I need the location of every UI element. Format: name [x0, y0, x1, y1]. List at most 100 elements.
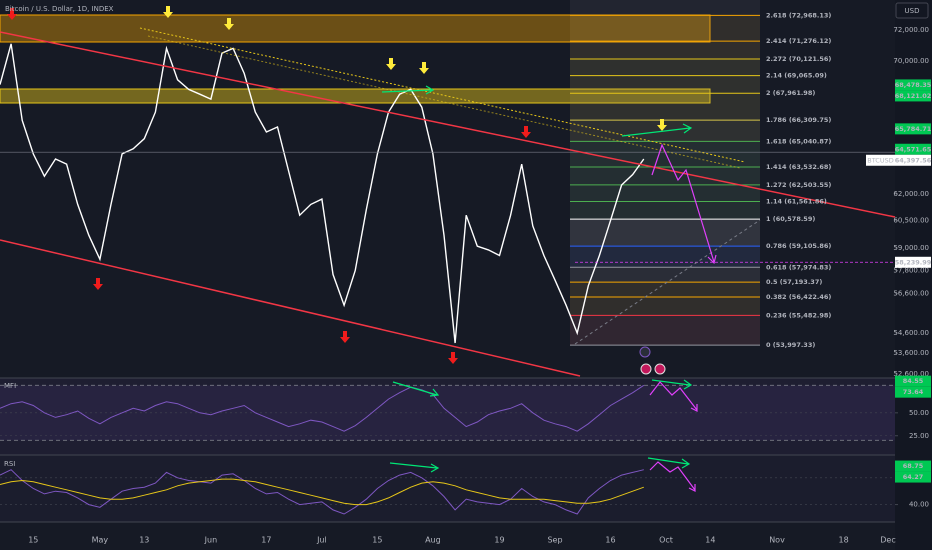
- x-tick-label: May: [92, 536, 109, 545]
- price-tag-label: 64.27: [903, 473, 924, 481]
- fib-label: 0.5 (57,193.37): [766, 278, 822, 286]
- fib-label: 1.14 (61,561.86): [766, 198, 827, 206]
- fib-label: 2 (67,961.98): [766, 89, 815, 97]
- price-tag-label: 68,121.02: [895, 92, 932, 100]
- currency: USD: [905, 7, 920, 15]
- y-tick-label: 40.00: [909, 501, 929, 509]
- chart-title: Bitcoin / U.S. Dollar, 1D, INDEX: [5, 5, 114, 13]
- price-tag: [895, 471, 931, 483]
- price-tag: [895, 256, 931, 268]
- price-tag: [895, 79, 931, 91]
- arrow: [647, 457, 691, 469]
- resistance-zone: [0, 14, 711, 43]
- price-tag: [895, 375, 931, 387]
- currency-box: [895, 2, 929, 19]
- y-tick-label: 53,600.00: [893, 349, 929, 357]
- y-tick-label: 56,600.00: [893, 290, 929, 298]
- x-tick-label: 15: [372, 536, 382, 545]
- fib-band: [570, 315, 760, 346]
- fib-label: 0.382 (56,422.46): [766, 293, 831, 301]
- price-tag-label: 73.64: [903, 388, 924, 396]
- pane-bg: [0, 455, 895, 522]
- x-tick-label: Nov: [769, 536, 785, 545]
- symbol-tag: [866, 154, 895, 166]
- fib-label: 0.786 (59,105.86): [766, 242, 831, 250]
- back-layer: [0, 0, 898, 522]
- price-tag: [895, 386, 931, 398]
- price-tag-label: 68,478.35: [895, 81, 932, 89]
- trend-line: [147, 35, 741, 169]
- fib-label: 2.618 (72,968.13): [766, 11, 831, 19]
- fib-band: [570, 219, 760, 247]
- x-tick-label: 18: [839, 536, 849, 545]
- price-tag-label: 58,239.99: [895, 258, 932, 266]
- y-tick-label: 54,600.00: [893, 329, 929, 337]
- price-tag: [895, 143, 931, 155]
- y-tick-label: 62,000.00: [893, 190, 929, 198]
- series-line: [0, 478, 644, 506]
- fib-band: [570, 58, 760, 76]
- y-tick-label: 50.00: [909, 409, 929, 417]
- y-tick-label: 72,000.00: [893, 26, 929, 34]
- symbol-label: BTCUSD: [867, 156, 893, 164]
- fib-band: [570, 297, 760, 316]
- fib-label: 1.618 (65,040.87): [766, 137, 831, 145]
- x-tick-label: Oct: [659, 536, 673, 545]
- price-tag-label: 64,397.56: [895, 156, 932, 164]
- fib-label: 0.618 (57,974.83): [766, 263, 831, 271]
- fib-label: 0 (53,997.33): [766, 341, 815, 349]
- arrow: [381, 85, 435, 95]
- price-tag-label: 68.75: [903, 462, 924, 470]
- arrow: [651, 143, 717, 265]
- y-tick-label: 59,000.00: [893, 244, 929, 252]
- price-tag: [895, 154, 931, 166]
- x-tick-label: 15: [28, 536, 38, 545]
- resistance-zone: [0, 88, 711, 104]
- x-tick-label: 14: [705, 536, 715, 545]
- fib-band: [570, 15, 760, 42]
- pane-bg: [0, 378, 895, 455]
- y-tick-label: 60,500.00: [893, 217, 929, 225]
- x-tick-label: Dec: [880, 536, 895, 545]
- fib-band: [570, 93, 760, 121]
- x-tick-label: Jul: [316, 536, 327, 545]
- fib-label: 2.414 (71,276.12): [766, 37, 831, 45]
- fib-area: [570, 0, 760, 346]
- fib-label: 1 (60,578.59): [766, 215, 815, 223]
- arrow: [389, 462, 440, 473]
- series-line: [0, 469, 644, 515]
- fib-label: 1.272 (62,503.55): [766, 181, 831, 189]
- price-tag: [895, 123, 931, 135]
- x-tick-label: 16: [605, 536, 615, 545]
- arrow: [392, 381, 440, 397]
- x-tick-label: 17: [261, 536, 271, 545]
- magenta-arrows: [649, 143, 717, 492]
- front-layer: Bitcoin / U.S. Dollar, 1D, INDEX USD MFI…: [4, 2, 932, 545]
- fib-label: 2.14 (69,065.09): [766, 72, 827, 80]
- price-tag: [895, 90, 931, 102]
- arrow: [649, 381, 698, 412]
- arrow: [621, 123, 693, 137]
- trend-line: [574, 219, 761, 345]
- y-tick-label: 57,800.00: [893, 267, 929, 275]
- trend-line: [0, 31, 896, 218]
- mid-layer: [0, 14, 895, 515]
- fib-band: [570, 184, 760, 202]
- price-tag: [895, 460, 931, 472]
- fib-label: 1.414 (63,532.68): [766, 163, 831, 171]
- price-tag-label: 84.55: [903, 377, 924, 385]
- drawings: [0, 6, 896, 523]
- fib-band: [570, 267, 760, 283]
- fib-label: 1.786 (66,309.75): [766, 116, 831, 124]
- x-tick-label: 13: [139, 536, 149, 545]
- fib-label: 0.236 (55,482.98): [766, 311, 831, 319]
- trend-line: [0, 239, 581, 377]
- trend-line: [139, 27, 746, 163]
- fib-band: [570, 201, 760, 220]
- x-tick-label: Aug: [425, 536, 441, 545]
- arrow: [651, 379, 693, 390]
- green-arrows: [381, 85, 693, 473]
